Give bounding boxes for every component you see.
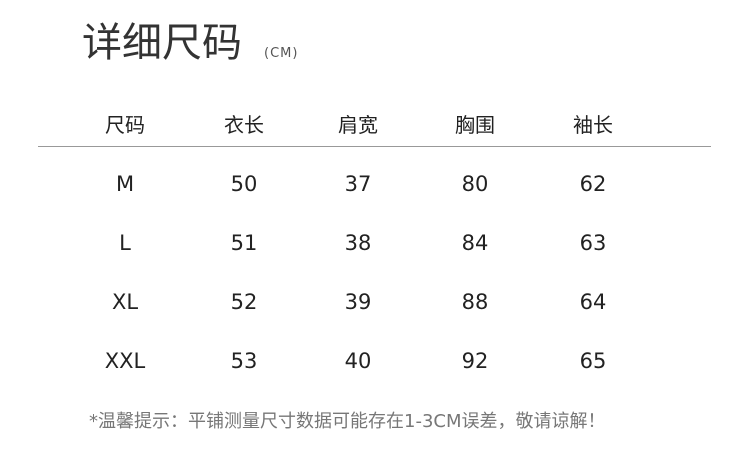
table-cell: 53 [230,349,258,373]
header-cell: 胸围 [455,113,495,137]
table-cell: 80 [461,172,489,196]
table-cell: 84 [461,231,489,255]
table-header-row: 尺码 衣长 肩宽 胸围 袖长 [0,110,750,140]
footnote: *温馨提示：平铺测量尺寸数据可能存在1-3CM误差，敬请谅解！ [89,411,606,432]
table-cell: 62 [579,172,607,196]
table-cell: XXL [104,349,146,373]
table-cell: 52 [230,290,258,314]
table-cell: 38 [344,231,372,255]
table-row: L 51 38 84 63 [0,228,750,258]
table-cell: M [115,172,135,196]
header-cell: 袖长 [573,113,613,137]
table-cell: XL [111,290,139,314]
table-cell: 63 [579,231,607,255]
header-cell: 衣长 [224,113,264,137]
table-cell: 40 [344,349,372,373]
table-cell: 88 [461,290,489,314]
table-cell: 51 [230,231,258,255]
table-cell: 92 [461,349,489,373]
table-cell: L [119,231,131,255]
table-row: M 50 37 80 62 [0,169,750,199]
table-cell: 50 [230,172,258,196]
header-cell: 尺码 [105,113,145,137]
header-cell: 肩宽 [338,113,378,137]
table-cell: 65 [579,349,607,373]
table-row: XL 52 39 88 64 [0,287,750,317]
table-cell: 39 [344,290,372,314]
table-row: XXL 53 40 92 65 [0,346,750,376]
header-divider [38,146,711,147]
page-title: 详细尺码 [82,20,242,66]
table-cell: 64 [579,290,607,314]
unit-label: (CM) [264,46,299,61]
table-cell: 37 [344,172,372,196]
